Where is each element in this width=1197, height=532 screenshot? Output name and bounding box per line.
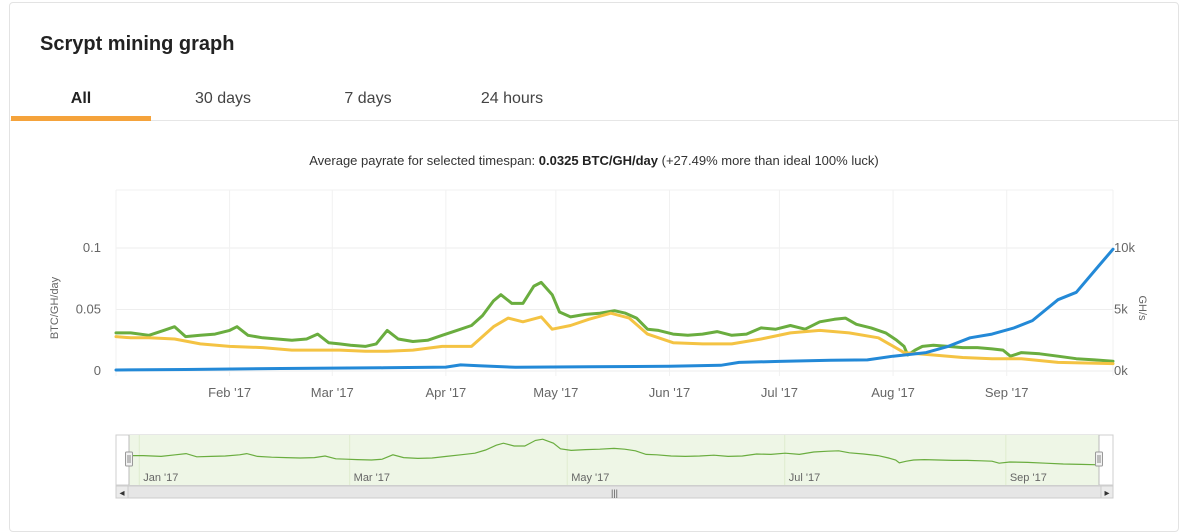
x-tick-label: Sep '17 [985, 385, 1029, 400]
y-left-tick-label: 0.1 [83, 240, 101, 255]
series-line-2 [114, 247, 1115, 372]
scroll-right-arrow-icon: ▸ [1104, 488, 1109, 499]
x-tick-label: Apr '17 [425, 385, 466, 400]
y-right-axis-title: GH/s [1136, 295, 1148, 321]
chart-series [114, 247, 1115, 372]
payrate-value: 0.0325 BTC/GH/day [538, 153, 658, 168]
payrate-summary: Average payrate for selected timespan: 0… [10, 153, 1178, 168]
navigator-series-line [129, 438, 1100, 466]
y-right-tick-label: 0k [1114, 363, 1128, 378]
series-line-0 [114, 280, 1115, 363]
tab-24-hours[interactable]: 24 hours [480, 89, 544, 107]
scrollbar-right-button[interactable] [1100, 485, 1114, 499]
scrollbar-grip-icon: ||| [611, 488, 618, 498]
navigator: Jan '17 Mar '17 May '17 Jul '17 Sep '17 ◂ ▸ ||| [115, 434, 1114, 499]
payrate-prefix: Average payrate for selected timespan: [309, 153, 539, 168]
series-line-1 [114, 311, 1115, 366]
x-tick-label: Feb '17 [208, 385, 251, 400]
navigator-tick-label: Jul '17 [789, 472, 820, 484]
navigator-tick-label: Mar '17 [354, 472, 390, 484]
x-tick-label: May '17 [533, 385, 578, 400]
payrate-suffix: (+27.49% more than ideal 100% luck) [658, 153, 879, 168]
mining-chart: Feb '17 Mar '17 Apr '17 May '17 Jun '17 Jul '… [49, 189, 1148, 499]
x-tick-label: Mar '17 [311, 385, 354, 400]
card-title: Scrypt mining graph [40, 33, 235, 55]
scrollbar-left-button[interactable] [115, 485, 129, 499]
y-right-tick-label: 10k [1114, 240, 1135, 255]
y-left-axis-title: BTC/GH/day [49, 276, 61, 339]
y-left-tick-label: 0 [94, 363, 101, 378]
x-tick-label: Jun '17 [649, 385, 691, 400]
chart-axes: Feb '17 Mar '17 Apr '17 May '17 Jun '17 Jul '… [49, 240, 1148, 400]
x-tick-label: Jul '17 [761, 385, 798, 400]
y-left-tick-label: 0.05 [76, 302, 101, 317]
tab-7-days[interactable]: 7 days [344, 89, 392, 107]
chart-grid [115, 189, 1114, 376]
navigator-tick-label: May '17 [571, 472, 609, 484]
navigator-tick-label: Jan '17 [143, 472, 178, 484]
tab-30-days[interactable]: 30 days [194, 89, 252, 107]
x-tick-label: Aug '17 [871, 385, 915, 400]
navigator-right-handle[interactable] [1095, 451, 1103, 467]
navigator-tick-label: Sep '17 [1010, 472, 1047, 484]
timespan-tabs: All 30 days 7 days 24 hours [10, 77, 1178, 121]
tab-all[interactable]: All [11, 77, 151, 121]
scroll-left-arrow-icon: ◂ [119, 488, 124, 499]
navigator-left-handle[interactable] [125, 451, 133, 467]
y-right-tick-label: 5k [1114, 302, 1128, 317]
